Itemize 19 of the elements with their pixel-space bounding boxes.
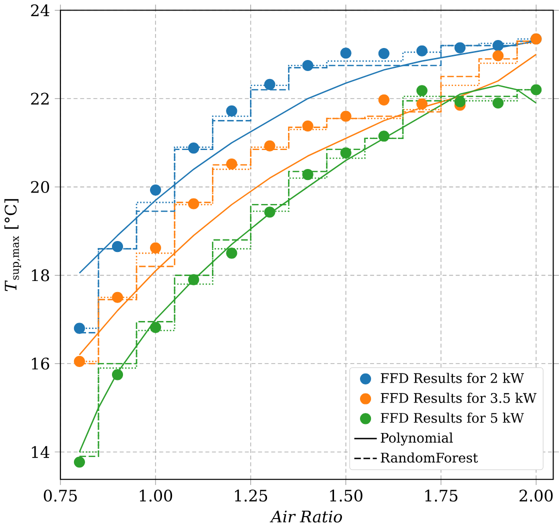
y-tick-label: 14 (32, 446, 50, 458)
x-tick-label: 1.50 (330, 490, 362, 502)
x-tick-label: 1.75 (425, 490, 458, 502)
y-tick-label: 22 (31, 92, 49, 105)
x-tick-label: 1.25 (235, 490, 268, 502)
x-tick-label: 2.00 (520, 490, 553, 502)
legend-label: RandomForest (380, 452, 478, 463)
x-tick-label: 0.75 (44, 490, 77, 502)
legend-label: FFD Results for 2 kW (380, 372, 524, 384)
y-tick-label: 18 (32, 269, 50, 282)
x-axis-title: Air Ratio (270, 510, 342, 523)
legend-label: Polynomial (380, 432, 453, 446)
x-tick-label: 1.00 (140, 490, 172, 502)
legend-label: FFD Results for 5 kW (380, 412, 524, 423)
y-tick-label: 16 (32, 358, 50, 370)
y-tick-label: 20 (31, 181, 50, 193)
y-tick-label: 24 (31, 4, 50, 16)
legend-label: FFD Results for 3.5 kW (380, 392, 537, 404)
y-axis-title: T$_{sup,max}$ [°C] (4, 199, 21, 292)
